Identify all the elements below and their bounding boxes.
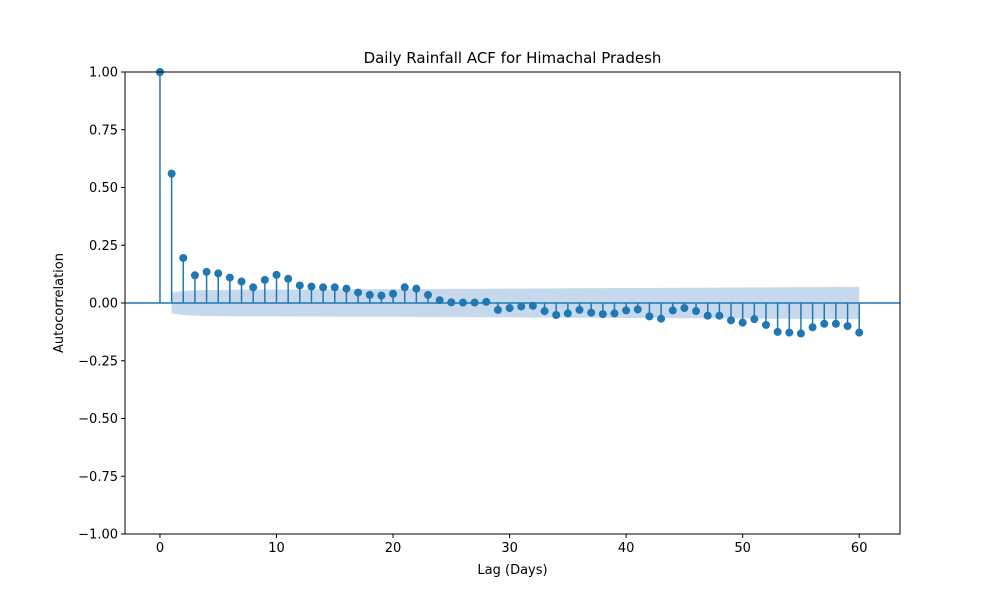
acf-point-lag-18 (365, 290, 374, 299)
acf-point-lag-50 (738, 318, 747, 327)
acf-point-lag-3 (190, 271, 199, 280)
acf-point-lag-22 (412, 284, 421, 293)
acf-point-lag-19 (377, 291, 386, 300)
acf-point-lag-10 (272, 270, 281, 279)
acf-point-lag-1 (167, 169, 176, 178)
acf-point-lag-35 (563, 309, 572, 318)
x-tick-label-50: 50 (734, 541, 751, 556)
acf-point-lag-58 (831, 319, 840, 328)
acf-point-lag-56 (808, 323, 817, 332)
x-tick-label-0: 0 (156, 541, 164, 556)
x-tick-label-30: 30 (501, 541, 518, 556)
y-tick-label-2: −0.50 (78, 412, 118, 427)
x-tick-label-20: 20 (385, 541, 402, 556)
marker-layer (155, 68, 864, 338)
y-tick-label-3: −0.25 (78, 354, 118, 369)
y-tick-label-0: −1.00 (78, 528, 118, 543)
x-tick-label-10: 10 (268, 541, 285, 556)
acf-point-lag-57 (820, 319, 829, 328)
acf-point-lag-52 (761, 320, 770, 329)
acf-point-lag-37 (587, 308, 596, 317)
acf-point-lag-15 (330, 283, 339, 292)
acf-point-lag-30 (505, 304, 514, 313)
acf-point-lag-39 (610, 309, 619, 318)
acf-point-lag-5 (214, 269, 223, 278)
chart-title: Daily Rainfall ACF for Himachal Pradesh (364, 49, 662, 67)
acf-point-lag-27 (470, 298, 479, 307)
y-tick-label-4: 0.00 (89, 297, 118, 312)
acf-point-lag-40 (622, 306, 631, 315)
acf-point-lag-6 (225, 273, 234, 282)
acf-point-lag-26 (458, 298, 467, 307)
y-tick-label-8: 1.00 (89, 66, 118, 81)
acf-point-lag-44 (668, 306, 677, 315)
y-tick-label-1: −0.75 (78, 470, 118, 485)
acf-point-lag-14 (319, 283, 328, 292)
acf-point-lag-48 (715, 311, 724, 320)
acf-point-lag-38 (598, 310, 607, 319)
acf-point-lag-21 (400, 283, 409, 292)
acf-point-lag-60 (855, 328, 864, 337)
acf-point-lag-49 (727, 316, 736, 325)
acf-point-lag-43 (657, 314, 666, 323)
y-axis-label: Autocorrelation (52, 253, 67, 353)
acf-point-lag-7 (237, 277, 246, 286)
acf-point-lag-59 (843, 322, 852, 331)
acf-point-lag-41 (633, 305, 642, 314)
acf-point-lag-13 (307, 282, 316, 291)
y-tick-label-6: 0.50 (89, 181, 118, 196)
acf-point-lag-9 (260, 275, 269, 284)
x-tick-label-60: 60 (851, 541, 868, 556)
x-tick-label-40: 40 (618, 541, 635, 556)
acf-point-lag-17 (354, 288, 363, 297)
acf-point-lag-2 (179, 253, 188, 262)
y-tick-label-5: 0.25 (89, 239, 118, 254)
acf-point-lag-34 (552, 311, 561, 320)
acf-point-lag-29 (493, 305, 502, 314)
acf-point-lag-16 (342, 284, 351, 293)
acf-point-lag-33 (540, 307, 549, 316)
acf-point-lag-4 (202, 267, 211, 276)
acf-point-lag-55 (796, 329, 805, 338)
acf-point-lag-36 (575, 305, 584, 314)
acf-point-lag-24 (435, 296, 444, 305)
acf-point-lag-53 (773, 327, 782, 336)
acf-point-lag-54 (785, 328, 794, 337)
acf-point-lag-47 (703, 311, 712, 320)
acf-point-lag-31 (517, 302, 526, 311)
acf-point-lag-45 (680, 304, 689, 313)
acf-point-lag-42 (645, 312, 654, 321)
x-axis-ticks: 0 10 20 30 40 50 60 (156, 534, 868, 556)
acf-point-lag-20 (389, 289, 398, 298)
acf-point-lag-11 (284, 274, 293, 283)
acf-point-lag-23 (424, 290, 433, 299)
acf-point-lag-32 (528, 301, 537, 310)
y-tick-label-7: 0.75 (89, 123, 118, 138)
acf-point-lag-25 (447, 298, 456, 307)
acf-point-lag-28 (482, 297, 491, 306)
y-axis-ticks: −1.00 −0.75 −0.50 −0.25 0.00 0.25 0.50 0.75 1.00 (78, 66, 125, 543)
x-axis-label: Lag (Days) (477, 563, 547, 578)
acf-point-lag-8 (249, 283, 258, 292)
acf-point-lag-51 (750, 315, 759, 324)
acf-point-lag-46 (692, 307, 701, 316)
acf-point-lag-12 (295, 281, 304, 290)
